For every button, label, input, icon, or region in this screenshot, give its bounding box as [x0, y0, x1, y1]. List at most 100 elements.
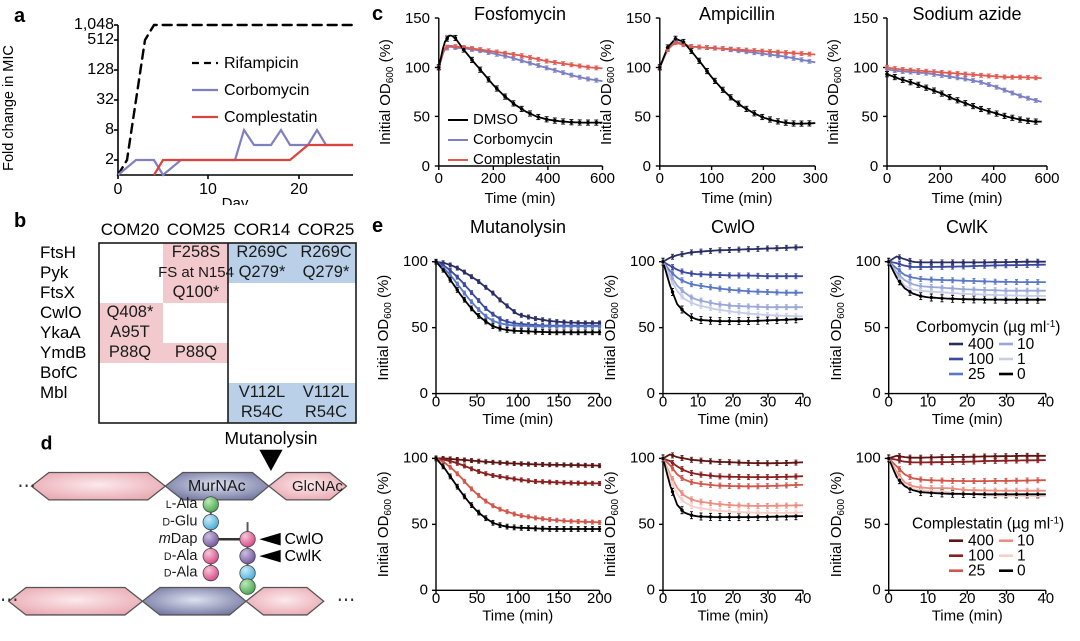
- svg-text:Q279*: Q279*: [239, 263, 286, 281]
- svg-text:150: 150: [546, 394, 571, 411]
- svg-text:50: 50: [638, 319, 655, 336]
- svg-text:10: 10: [690, 590, 707, 607]
- svg-text:Time (min): Time (min): [482, 411, 553, 428]
- svg-text:0: 0: [870, 158, 878, 175]
- svg-text:0: 0: [885, 394, 893, 411]
- svg-text:Initial OD600 (%): Initial OD600 (%): [598, 39, 617, 145]
- svg-text:⋯: ⋯: [0, 589, 18, 610]
- svg-text:Time (min): Time (min): [701, 190, 772, 207]
- svg-text:100: 100: [505, 394, 530, 411]
- svg-text:30: 30: [760, 394, 777, 411]
- svg-text:FS at N154: FS at N154: [158, 264, 234, 281]
- svg-text:150: 150: [626, 10, 651, 27]
- svg-text:0: 0: [659, 394, 667, 411]
- svg-text:⋯: ⋯: [337, 589, 355, 610]
- svg-text:0: 0: [432, 590, 440, 607]
- svg-text:10: 10: [690, 394, 707, 411]
- svg-text:Time (min): Time (min): [932, 411, 1003, 428]
- svg-text:Q279*: Q279*: [303, 263, 350, 281]
- svg-text:YkaA: YkaA: [40, 323, 81, 342]
- svg-text:400: 400: [535, 170, 560, 187]
- svg-text:100: 100: [853, 60, 878, 77]
- svg-text:mDap: mDap: [159, 531, 198, 547]
- svg-text:30: 30: [998, 394, 1015, 411]
- svg-text:30: 30: [760, 590, 777, 607]
- svg-text:50: 50: [862, 108, 879, 125]
- svg-text:A95T: A95T: [110, 323, 149, 341]
- svg-text:d: d: [41, 433, 53, 455]
- svg-text:50: 50: [864, 319, 881, 336]
- svg-text:400: 400: [981, 170, 1006, 187]
- svg-text:Complestatin (µg ml-1): Complestatin (µg ml-1): [912, 516, 1064, 533]
- svg-text:50: 50: [411, 516, 428, 533]
- svg-text:Initial OD600 (%): Initial OD600 (%): [828, 471, 847, 577]
- svg-text:COR14: COR14: [234, 220, 291, 239]
- svg-text:50: 50: [469, 394, 486, 411]
- svg-text:Complestatin: Complestatin: [224, 109, 317, 126]
- svg-text:Initial OD600 (%): Initial OD600 (%): [377, 39, 396, 145]
- svg-text:CwlO: CwlO: [285, 531, 324, 548]
- svg-text:b: b: [14, 210, 26, 232]
- svg-text:P88Q: P88Q: [175, 343, 217, 361]
- svg-text:50: 50: [469, 590, 486, 607]
- svg-text:200: 200: [481, 170, 506, 187]
- svg-text:150: 150: [546, 590, 571, 607]
- svg-text:COR25: COR25: [298, 220, 355, 239]
- svg-text:F258S: F258S: [172, 243, 221, 261]
- svg-text:10: 10: [920, 394, 937, 411]
- svg-text:128: 128: [87, 61, 114, 78]
- svg-text:0: 0: [1017, 563, 1026, 580]
- svg-text:Pyk: Pyk: [40, 263, 69, 282]
- svg-text:CwlK: CwlK: [285, 548, 323, 565]
- svg-text:150: 150: [853, 10, 878, 27]
- svg-text:300: 300: [803, 170, 828, 187]
- svg-text:0: 0: [432, 394, 440, 411]
- svg-text:30: 30: [998, 590, 1015, 607]
- svg-text:Mbl: Mbl: [40, 383, 67, 402]
- svg-text:Initial OD600 (%): Initial OD600 (%): [602, 275, 621, 381]
- svg-text:100: 100: [505, 590, 530, 607]
- svg-text:40: 40: [1037, 590, 1054, 607]
- svg-text:200: 200: [587, 590, 612, 607]
- svg-text:0: 0: [420, 385, 428, 402]
- svg-text:L-Ala: L-Ala: [166, 496, 199, 512]
- svg-text:Sodium azide: Sodium azide: [912, 4, 1021, 24]
- svg-text:⋯: ⋯: [17, 474, 35, 495]
- svg-text:e: e: [372, 215, 383, 237]
- svg-text:Initial OD600 (%): Initial OD600 (%): [825, 39, 844, 145]
- svg-text:DMSO: DMSO: [473, 111, 518, 128]
- svg-text:0: 0: [885, 590, 893, 607]
- svg-text:P88Q: P88Q: [109, 343, 151, 361]
- svg-text:Mutanolysin: Mutanolysin: [470, 217, 566, 237]
- svg-text:25: 25: [968, 366, 985, 383]
- svg-text:Day: Day: [222, 195, 249, 205]
- svg-text:R54C: R54C: [241, 403, 283, 421]
- svg-text:Time (min): Time (min): [697, 411, 768, 428]
- svg-text:0: 0: [643, 158, 651, 175]
- svg-text:150: 150: [405, 10, 430, 27]
- svg-text:D-Glu: D-Glu: [162, 514, 197, 530]
- svg-text:100: 100: [403, 253, 428, 270]
- svg-text:D-Ala: D-Ala: [164, 565, 198, 581]
- svg-text:20: 20: [725, 394, 742, 411]
- svg-text:10: 10: [199, 181, 217, 198]
- svg-text:8: 8: [105, 121, 114, 138]
- svg-text:Corbomycin: Corbomycin: [224, 82, 309, 99]
- svg-text:R269C: R269C: [236, 243, 287, 261]
- svg-text:Rifampicin: Rifampicin: [224, 55, 299, 72]
- svg-text:0: 0: [435, 170, 443, 187]
- svg-text:600: 600: [1034, 170, 1059, 187]
- svg-text:50: 50: [413, 108, 430, 125]
- svg-text:0: 0: [422, 158, 430, 175]
- svg-text:Time (min): Time (min): [484, 190, 555, 207]
- svg-text:0: 0: [1017, 366, 1026, 383]
- svg-text:Q100*: Q100*: [173, 283, 220, 301]
- svg-text:100: 100: [626, 60, 651, 77]
- svg-text:COM20: COM20: [101, 220, 160, 239]
- svg-text:100: 100: [699, 170, 724, 187]
- svg-text:Corbomycin (µg ml-1): Corbomycin (µg ml-1): [916, 319, 1060, 336]
- svg-text:20: 20: [725, 590, 742, 607]
- svg-text:Q408*: Q408*: [107, 303, 154, 321]
- svg-text:200: 200: [751, 170, 776, 187]
- svg-text:Time (min): Time (min): [482, 608, 553, 625]
